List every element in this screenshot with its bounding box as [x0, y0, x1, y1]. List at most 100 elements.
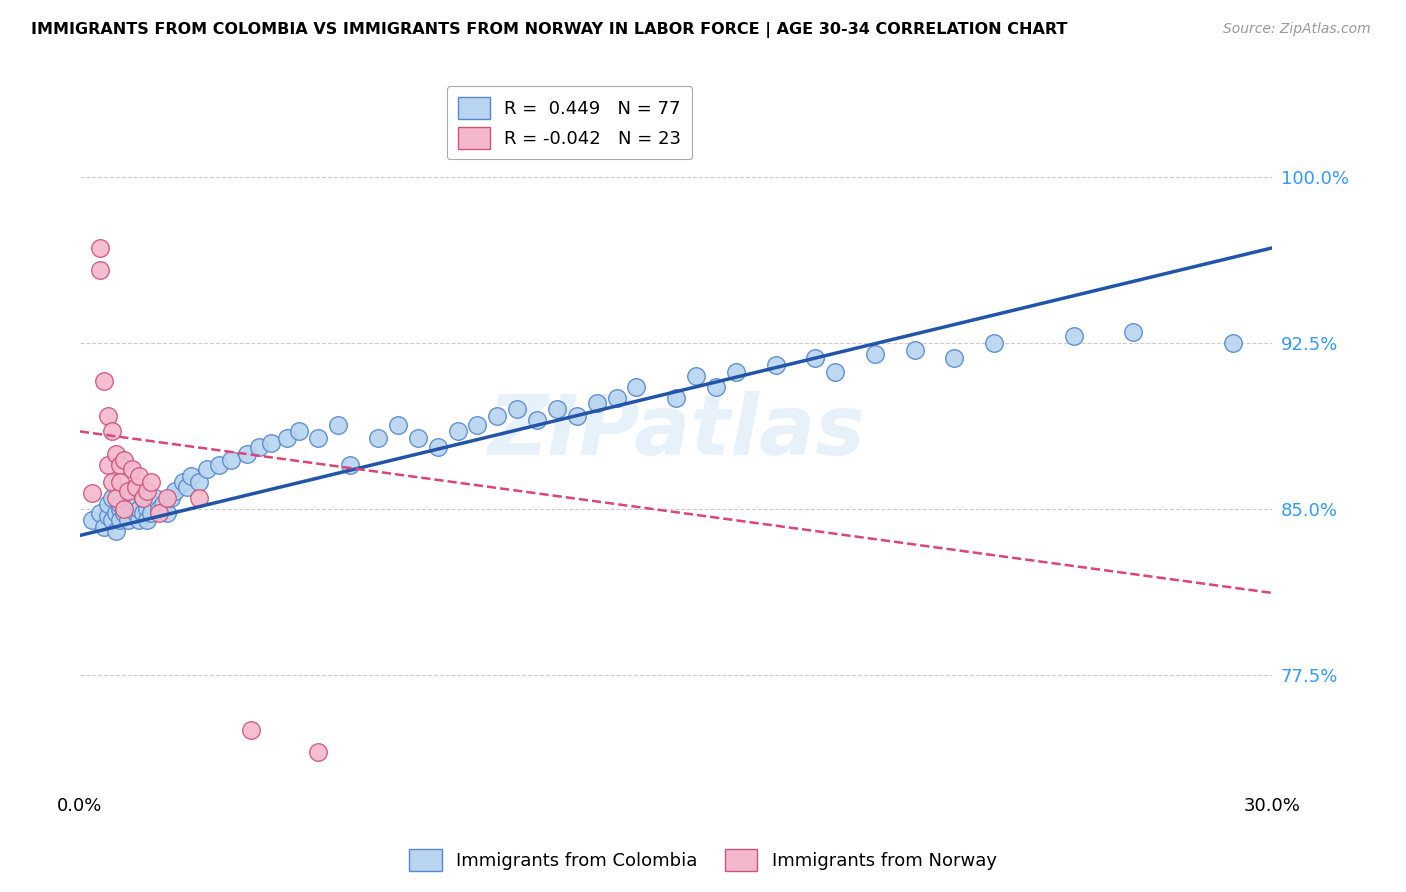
Point	[148, 506, 170, 520]
Point	[121, 462, 143, 476]
Point	[165, 484, 187, 499]
Point	[97, 508, 120, 523]
Point	[276, 431, 298, 445]
Point	[546, 402, 568, 417]
Point	[141, 475, 163, 490]
Point	[1063, 329, 1085, 343]
Point	[446, 425, 468, 439]
Point	[467, 417, 489, 432]
Point	[112, 501, 135, 516]
Point	[307, 431, 329, 445]
Text: Source: ZipAtlas.com: Source: ZipAtlas.com	[1223, 22, 1371, 37]
Point	[136, 484, 159, 499]
Point	[108, 498, 131, 512]
Point	[108, 513, 131, 527]
Point	[112, 501, 135, 516]
Point	[260, 435, 283, 450]
Point	[97, 458, 120, 472]
Point	[626, 380, 648, 394]
Point	[145, 491, 167, 505]
Point	[606, 391, 628, 405]
Point	[128, 513, 150, 527]
Point	[585, 395, 607, 409]
Point	[141, 498, 163, 512]
Point	[172, 475, 194, 490]
Point	[89, 241, 111, 255]
Point	[685, 369, 707, 384]
Point	[180, 468, 202, 483]
Point	[406, 431, 429, 445]
Point	[104, 506, 127, 520]
Point	[565, 409, 588, 423]
Point	[804, 351, 827, 366]
Point	[236, 446, 259, 460]
Point	[97, 498, 120, 512]
Point	[128, 468, 150, 483]
Point	[765, 358, 787, 372]
Point	[112, 453, 135, 467]
Point	[124, 498, 146, 512]
Point	[124, 506, 146, 520]
Point	[983, 335, 1005, 350]
Point	[100, 475, 122, 490]
Point	[136, 513, 159, 527]
Point	[387, 417, 409, 432]
Text: ZIPatlas: ZIPatlas	[488, 391, 865, 472]
Legend: R =  0.449   N = 77, R = -0.042   N = 23: R = 0.449 N = 77, R = -0.042 N = 23	[447, 87, 692, 160]
Point	[486, 409, 509, 423]
Point	[132, 491, 155, 505]
Point	[160, 491, 183, 505]
Point	[904, 343, 927, 357]
Point	[188, 491, 211, 505]
Point	[307, 745, 329, 759]
Point	[824, 365, 846, 379]
Point	[328, 417, 350, 432]
Point	[724, 365, 747, 379]
Point	[108, 475, 131, 490]
Point	[1122, 325, 1144, 339]
Point	[247, 440, 270, 454]
Point	[219, 453, 242, 467]
Point	[100, 513, 122, 527]
Point	[108, 458, 131, 472]
Point	[108, 501, 131, 516]
Point	[132, 506, 155, 520]
Point	[104, 446, 127, 460]
Point	[100, 425, 122, 439]
Point	[1222, 335, 1244, 350]
Point	[426, 440, 449, 454]
Point	[188, 475, 211, 490]
Point	[943, 351, 966, 366]
Point	[117, 513, 139, 527]
Point	[100, 491, 122, 505]
Point	[128, 501, 150, 516]
Point	[141, 506, 163, 520]
Point	[80, 486, 103, 500]
Point	[367, 431, 389, 445]
Point	[89, 263, 111, 277]
Point	[152, 498, 174, 512]
Point	[287, 425, 309, 439]
Point	[156, 491, 179, 505]
Point	[704, 380, 727, 394]
Point	[93, 374, 115, 388]
Point	[239, 723, 262, 738]
Point	[104, 491, 127, 505]
Point	[148, 501, 170, 516]
Point	[132, 491, 155, 505]
Point	[176, 480, 198, 494]
Point	[121, 501, 143, 516]
Legend: Immigrants from Colombia, Immigrants from Norway: Immigrants from Colombia, Immigrants fro…	[402, 842, 1004, 879]
Point	[506, 402, 529, 417]
Point	[208, 458, 231, 472]
Point	[863, 347, 886, 361]
Point	[80, 513, 103, 527]
Point	[124, 480, 146, 494]
Point	[117, 484, 139, 499]
Point	[121, 491, 143, 505]
Point	[93, 519, 115, 533]
Point	[104, 524, 127, 538]
Point	[156, 506, 179, 520]
Point	[339, 458, 361, 472]
Point	[97, 409, 120, 423]
